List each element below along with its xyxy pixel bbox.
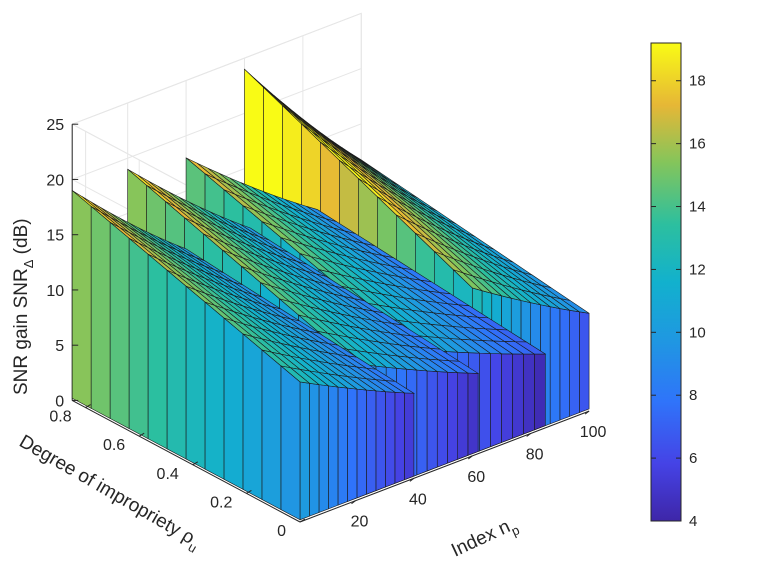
y-tick-mark xyxy=(246,489,252,494)
surface-face xyxy=(299,381,310,521)
colorbar-ticks: 4 6 8 10 12 14 16 18 xyxy=(651,73,706,530)
colorbar-tick-label: 10 xyxy=(689,324,706,341)
surface-face xyxy=(280,365,301,521)
surface-face xyxy=(490,353,502,448)
surface-face xyxy=(579,311,590,414)
surface-face xyxy=(416,369,428,476)
x-tick-mark xyxy=(409,477,415,482)
tick-labels: 0 5 10 15 20 25 0 0.2 0.4 0.6 0.8 20 40 60 80 100 xyxy=(46,117,606,540)
surface xyxy=(71,68,590,521)
surface-face xyxy=(375,390,386,492)
surface-face xyxy=(261,349,282,511)
surface-face xyxy=(457,372,469,460)
surface-face xyxy=(404,392,415,481)
surface-ridge-1 xyxy=(71,189,415,521)
surface-face xyxy=(559,308,570,421)
surface-face xyxy=(366,389,377,495)
surface-face xyxy=(356,388,367,499)
surface-face xyxy=(90,205,111,419)
surface-face xyxy=(467,372,479,456)
surface-face xyxy=(223,317,244,490)
surface-face xyxy=(185,285,206,470)
y-tick-label: 0.8 xyxy=(49,409,71,426)
colorbar-tick-label: 14 xyxy=(689,199,706,216)
x-tick-label: 40 xyxy=(409,491,427,508)
surface-face xyxy=(479,352,491,452)
x-tick-label: 100 xyxy=(580,424,607,441)
surface-face xyxy=(385,391,396,488)
surface-face xyxy=(436,371,448,468)
surface-face xyxy=(512,353,524,439)
x-axis-label: Index np xyxy=(448,513,522,565)
surface-face xyxy=(166,269,187,460)
x-tick-mark xyxy=(351,500,356,505)
x-tick-label: 80 xyxy=(526,447,544,464)
z-tick-label: 20 xyxy=(46,172,64,189)
z-tick-label: 10 xyxy=(46,283,64,300)
surface-face xyxy=(501,353,513,443)
y-tick-mark xyxy=(192,461,199,466)
x-tick-mark xyxy=(526,433,531,437)
z-tick-label: 0 xyxy=(55,393,64,410)
surface-face xyxy=(109,221,130,430)
colorbar xyxy=(650,42,682,522)
surface-face xyxy=(534,353,546,431)
surface-face xyxy=(309,382,320,517)
surface-face xyxy=(447,371,458,464)
y-tick-label: 0.4 xyxy=(157,466,179,483)
colorbar-tick-label: 18 xyxy=(689,73,706,90)
surface-face xyxy=(318,384,329,513)
surface-face xyxy=(347,387,358,503)
y-tick-label: 0.2 xyxy=(210,494,232,511)
surface-face xyxy=(128,237,149,440)
surface-face xyxy=(242,333,263,501)
colorbar-tick-label: 16 xyxy=(689,136,706,153)
x-tick-mark xyxy=(584,410,590,415)
surface-face xyxy=(71,189,92,409)
surface-face xyxy=(328,385,339,510)
surface-face xyxy=(549,306,561,425)
z-tick-label: 25 xyxy=(46,117,64,134)
surface-face xyxy=(569,309,580,417)
colorbar-tick-label: 6 xyxy=(689,450,697,467)
surface-face xyxy=(523,353,535,435)
x-tick-label: 20 xyxy=(351,514,369,531)
colorbar-tick-label: 8 xyxy=(689,387,697,404)
y-tick-mark xyxy=(138,432,145,437)
x-tick-label: 60 xyxy=(467,469,485,486)
z-axis-label: SNR gain SNRΔ (dB) xyxy=(11,218,36,395)
z-tick-label: 5 xyxy=(55,338,64,355)
z-tick-label: 15 xyxy=(46,228,64,245)
surface-face xyxy=(394,391,405,484)
x-tick-mark xyxy=(467,455,473,460)
surface-face xyxy=(147,253,168,450)
y-tick-label: 0 xyxy=(277,523,286,540)
colorbar-tick-label: 12 xyxy=(689,261,706,278)
y-tick-label: 0.6 xyxy=(103,437,125,454)
surface-face xyxy=(337,386,348,506)
colorbar-tick-label: 4 xyxy=(689,513,697,530)
y-tick-mark xyxy=(85,404,91,409)
surface-face xyxy=(426,370,438,472)
surface-face xyxy=(204,301,225,480)
y-tick-mark xyxy=(299,518,306,523)
